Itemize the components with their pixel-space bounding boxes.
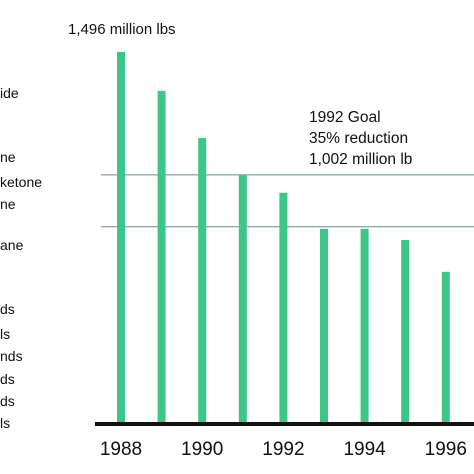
left-legend-fragments: ide ne ketone ne ane ds ls nds ds ds ls xyxy=(0,85,42,431)
left-legend-fragment-5: ane xyxy=(0,237,24,253)
bar-1990 xyxy=(198,138,207,425)
goal-lines xyxy=(101,174,474,228)
left-legend-fragment-6: ds xyxy=(0,301,15,317)
left-legend-fragment-11: ls xyxy=(0,415,10,431)
left-legend-fragment-7: ls xyxy=(0,326,10,342)
bars xyxy=(117,52,450,425)
bar-1989 xyxy=(157,90,166,424)
x-tick-label-1994: 1994 xyxy=(343,439,386,460)
left-legend-fragment-2: ne xyxy=(0,149,16,165)
left-legend-fragment-3: ketone xyxy=(0,174,42,190)
x-tick-labels: 1988 1990 1992 1994 1996 xyxy=(100,439,467,460)
bar-1994 xyxy=(360,228,369,424)
left-legend-fragment-1: ide xyxy=(0,85,19,101)
bar-1988 xyxy=(117,52,125,424)
x-tick-label-1992: 1992 xyxy=(262,439,304,460)
bar-1995 xyxy=(401,239,410,424)
bar-1991 xyxy=(238,175,247,424)
top-value-label: 1,496 million lbs xyxy=(68,21,176,38)
x-tick-label-1990: 1990 xyxy=(181,439,223,460)
bar-1993 xyxy=(320,228,328,424)
left-legend-fragment-4: ne xyxy=(0,196,16,212)
left-legend-fragment-9: ds xyxy=(0,371,15,387)
left-legend-fragment-8: nds xyxy=(0,348,23,364)
goal-text-line-3: 1,002 million lb xyxy=(309,151,412,168)
goal-text-line-2: 35% reduction xyxy=(309,130,408,147)
bar-1996 xyxy=(441,271,450,424)
goal-annotation: 1992 Goal 35% reduction 1,002 million lb xyxy=(309,109,412,168)
left-legend-fragment-10: ds xyxy=(0,393,15,409)
goal-text-line-1: 1992 Goal xyxy=(309,109,381,126)
x-tick-label-1996: 1996 xyxy=(425,439,467,460)
bar-1992 xyxy=(279,192,288,424)
x-tick-label-1988: 1988 xyxy=(100,439,142,460)
